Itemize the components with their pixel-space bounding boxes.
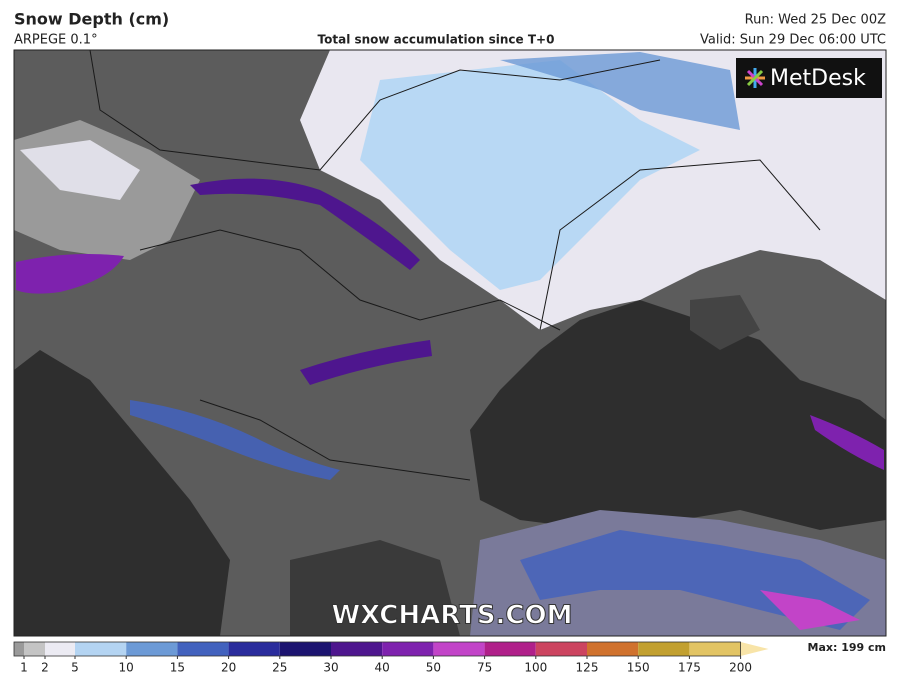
- colorbar-segment: [689, 642, 741, 656]
- model: ARPEGE 0.1°: [14, 33, 98, 48]
- colorbar-segment: [228, 642, 280, 656]
- colorbar-segment: [45, 642, 75, 656]
- colorbar-arrow: [740, 642, 769, 656]
- borders: [89, 50, 821, 481]
- colorbar-segment: [587, 642, 639, 656]
- valid: Valid: Sun 29 Dec 06:00 UTC: [700, 33, 886, 48]
- colorbar-label: 175: [678, 661, 701, 675]
- colorbar-segment: [433, 642, 485, 656]
- colorbar-label: 20: [221, 661, 236, 675]
- colorbar-segment: [382, 642, 434, 656]
- map-frame: [13, 49, 887, 637]
- colorbar-label: 40: [375, 661, 390, 675]
- watermark: WXCHARTS.COM: [331, 601, 572, 631]
- colorbar-label: 5: [71, 661, 79, 675]
- colorbar-label: 50: [426, 661, 441, 675]
- max-value: Max: 199 cm: [808, 641, 886, 654]
- sea-of-azov: [690, 295, 760, 350]
- colorbar-label: 10: [119, 661, 134, 675]
- colorbar-segment: [75, 642, 127, 656]
- alps-snow: [20, 140, 140, 200]
- colorbar-label: 15: [170, 661, 185, 675]
- colorbar-frame: [13, 641, 741, 657]
- snow-cover-blue: [500, 52, 740, 130]
- run: Run: Wed 25 Dec 00Z: [745, 13, 886, 28]
- aegean-sea: [290, 540, 460, 636]
- colorbar-label: 75: [477, 661, 492, 675]
- colorbar-label: 200: [729, 661, 752, 675]
- colorbar-label: 150: [627, 661, 650, 675]
- colorbar-segment: [535, 642, 587, 656]
- southern-carpathian-snow: [300, 340, 432, 385]
- snow-cover-light: [360, 60, 700, 290]
- colorbar-segment: [177, 642, 229, 656]
- colorbar-segment: [279, 642, 331, 656]
- colorbar-segment: [484, 642, 536, 656]
- subtitle: Total snow accumulation since T+0: [318, 33, 555, 47]
- colorbar-segment: [14, 642, 24, 656]
- colorbar-label: 1: [20, 661, 28, 675]
- map: [13, 49, 887, 637]
- balkan-snow: [130, 400, 340, 480]
- colorbar-label: 2: [41, 661, 49, 675]
- colorbar-segment: [331, 642, 383, 656]
- colorbar-segment: [638, 642, 690, 656]
- colorbar-segment: [126, 642, 178, 656]
- colorbar-label: 125: [576, 661, 599, 675]
- adriatic-sea: [14, 350, 230, 636]
- black-sea: [470, 300, 886, 530]
- turkey-max-snow: [760, 590, 860, 630]
- alps-max-snow: [16, 254, 124, 294]
- colorbar-label: 25: [272, 661, 287, 675]
- logo-box: MetDesk: [736, 58, 882, 98]
- colorbar-segment: [24, 642, 45, 656]
- colorbar-label: 100: [524, 661, 547, 675]
- logo: MetDesk: [770, 66, 866, 91]
- carpathian-snow: [190, 178, 420, 270]
- title: Snow Depth (cm): [14, 10, 169, 29]
- colorbar-label: 30: [323, 661, 338, 675]
- caucasus-snow: [810, 415, 884, 470]
- colorbar: 1 2 5 10 15 20 25 30 40 50 75 100 125 150 175 200: [13, 641, 769, 675]
